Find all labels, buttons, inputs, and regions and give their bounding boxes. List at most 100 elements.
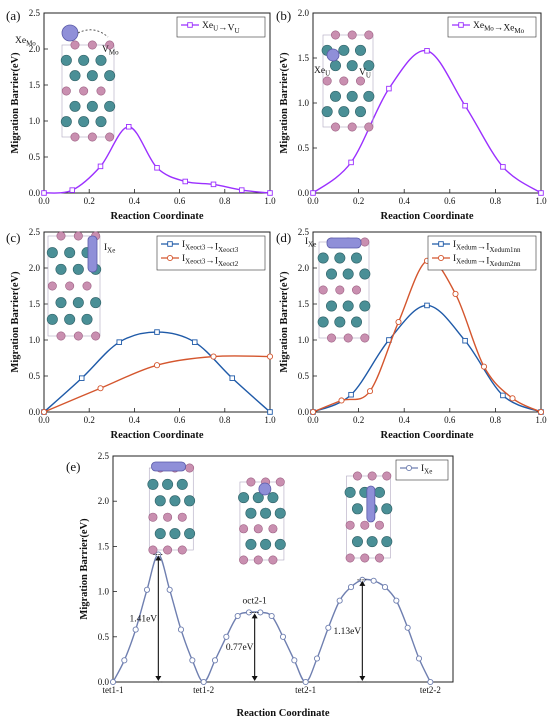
y-tick-label: 2.5 (29, 227, 41, 237)
y-tick-label: 0.0 (98, 677, 110, 687)
series-line (312, 304, 542, 413)
mo-atom (330, 30, 340, 40)
mo-atom (91, 331, 101, 341)
legend-box (176, 16, 266, 38)
u-atom (359, 268, 371, 280)
x-axis-label: Reaction Coordinate (380, 430, 473, 441)
data-point (234, 612, 241, 620)
x-tick-label: 0.0 (307, 196, 319, 206)
u-atom (86, 70, 98, 82)
data-point (310, 190, 316, 196)
u-atom (60, 116, 72, 128)
mo-atom (326, 333, 336, 343)
y-tick-label: 0.0 (29, 407, 41, 417)
mo-atom (343, 333, 353, 343)
mo-atom (87, 40, 97, 50)
u-atom (366, 536, 378, 548)
mo-atom (177, 512, 187, 522)
data-point (267, 190, 273, 196)
u-atom (359, 300, 371, 312)
data-point (210, 181, 217, 188)
y-tick-label: 0.5 (29, 371, 41, 381)
mo-atom (318, 285, 328, 295)
data-point (116, 339, 123, 345)
x-tick-label: 0.8 (219, 196, 231, 206)
u-atom (351, 503, 363, 515)
legend-marker (437, 254, 445, 262)
mo-atom (56, 331, 66, 341)
u-atom (169, 528, 181, 540)
u-atom (95, 54, 107, 66)
panel-label-c: (c) (6, 230, 20, 245)
panel-label-e: (e) (66, 459, 80, 474)
legend-marker (187, 22, 193, 28)
inset-structure (321, 30, 375, 132)
x-tick-label: 0.4 (399, 415, 411, 425)
data-point (97, 385, 104, 392)
u-atom (363, 60, 375, 72)
u-atom (342, 300, 354, 312)
data-point (347, 584, 355, 591)
mo-atom (177, 545, 187, 555)
data-point (325, 624, 332, 631)
legend-label: IXeoct3→IXeoct3 (182, 240, 239, 254)
xe-interstitial (326, 237, 362, 249)
x-axis-label: Reaction Coordinate (110, 430, 203, 441)
mo-atom (374, 553, 384, 563)
panel-label-d: (d) (276, 230, 291, 245)
data-point (366, 388, 374, 395)
mo-atom (355, 76, 365, 86)
arrow-head-up (251, 613, 258, 619)
data-point (336, 597, 343, 604)
mo-atom (345, 553, 355, 563)
mo-atom (105, 40, 115, 50)
x-tick-label: 1.0 (264, 415, 276, 425)
mo-atom (79, 86, 89, 96)
y-tick-label: 2.0 (29, 44, 41, 54)
data-point (267, 409, 273, 415)
data-point (313, 655, 321, 662)
y-tick-label: 1.0 (98, 587, 110, 597)
u-atom (325, 268, 337, 280)
legend-box (156, 235, 266, 271)
data-point (500, 164, 506, 170)
u-atom (325, 300, 337, 312)
x-category-label: tet2-2 (420, 685, 441, 695)
data-point (78, 375, 85, 381)
u-atom (346, 60, 358, 72)
mo-atom (347, 122, 357, 132)
data-point (348, 159, 354, 166)
u-atom (78, 54, 90, 66)
data-point (210, 353, 217, 360)
xe-atom (326, 48, 340, 62)
mo-atom (239, 524, 249, 534)
y-axis-label: Migration Barrier(eV) (79, 518, 90, 620)
mo-atom (56, 231, 66, 241)
u-atom (104, 100, 116, 112)
x-axis-label: Reaction Coordinate (380, 211, 473, 222)
y-tick-label: 0.0 (29, 188, 41, 198)
mo-atom (367, 471, 377, 481)
legend-label: XeMo→XeMo (473, 21, 525, 35)
x-tick-label: 0.6 (174, 415, 186, 425)
y-tick-label: 2.5 (29, 8, 41, 18)
u-atom (354, 106, 366, 118)
mo-atom (335, 285, 345, 295)
x-tick-label: 0.2 (84, 415, 95, 425)
data-point (182, 178, 188, 185)
x-tick-label: 0.4 (129, 196, 141, 206)
barrier-value-label: 1.13eV (333, 627, 361, 637)
u-atom (154, 528, 166, 540)
x-tick-label: 0.2 (353, 415, 364, 425)
y-tick-label: 1.5 (298, 53, 310, 63)
u-atom (317, 316, 329, 328)
u-atom (344, 486, 356, 498)
u-atom (245, 538, 257, 550)
u-atom (338, 106, 350, 118)
mo-atom (360, 333, 370, 343)
inset-structure-3 (344, 471, 393, 563)
x-tick-label: 1.0 (535, 415, 547, 425)
mo-atom (148, 512, 158, 522)
x-tick-label: 0.4 (129, 415, 141, 425)
